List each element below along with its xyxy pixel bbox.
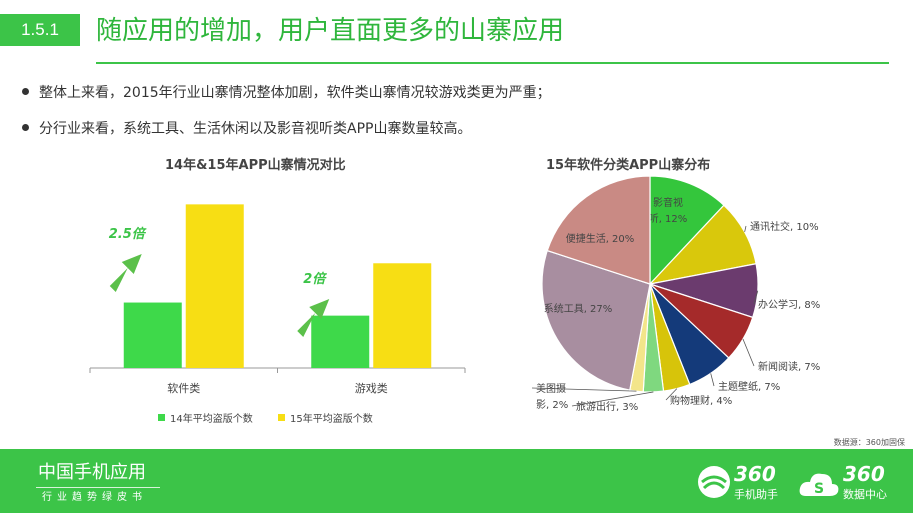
svg-text:S: S bbox=[814, 481, 824, 497]
pie-slice-label: 购物理财, 4% bbox=[670, 394, 732, 407]
bar-chart-title: 14年&15年APP山寨情况对比 bbox=[165, 158, 346, 173]
legend-swatch bbox=[278, 414, 285, 421]
legend-label: 15年平均盗版个数 bbox=[290, 412, 373, 425]
helper-logo-text: 手机助手 bbox=[734, 488, 778, 501]
pie-slice-label: 通讯社交, 10% bbox=[750, 220, 819, 233]
pie-leader-line bbox=[753, 290, 759, 305]
growth-annotation: 2倍 bbox=[303, 271, 327, 287]
page-title: 随应用的增加，用户直面更多的山寨应用 bbox=[96, 16, 565, 46]
helper-logo-number: 360 bbox=[734, 462, 776, 486]
section-number-badge: 1.5.1 bbox=[0, 14, 80, 46]
pie-slice bbox=[546, 175, 651, 285]
datacenter-logo-text: 数据中心 bbox=[843, 488, 887, 501]
pie-slice-label: 影音视听, 12% bbox=[649, 196, 688, 225]
bullet-item-1: 整体上来看，2015年行业山寨情况整体加剧，软件类山寨情况较游戏类更为严重； bbox=[22, 82, 551, 102]
bullet-dot-icon bbox=[22, 87, 29, 95]
legend-swatch bbox=[158, 414, 165, 421]
data-source-note: 数据源：360加固保 bbox=[833, 438, 905, 447]
pie-chart-title: 15年软件分类APP山寨分布 bbox=[546, 158, 711, 173]
datacenter-logo-icon: S bbox=[799, 473, 839, 497]
arrow-shape bbox=[297, 299, 330, 337]
pie-leader-line bbox=[744, 225, 747, 233]
helper-logo-icon bbox=[698, 466, 730, 498]
bullet-item-2: 分行业来看，系统工具、生活休闲以及影音视听类APP山寨数量较高。 bbox=[22, 118, 471, 138]
pie-slice-label: 旅游出行, 3% bbox=[576, 400, 638, 413]
x-tick-label: 游戏类 bbox=[355, 381, 388, 395]
footer-subtitle: 行业趋势绿皮书 bbox=[42, 492, 147, 503]
pie-leader-line bbox=[742, 338, 755, 367]
bar-2015 bbox=[373, 263, 432, 368]
x-tick-label: 软件类 bbox=[167, 381, 200, 395]
bullet-dot-icon bbox=[22, 123, 29, 131]
pie-slice-label: 美图摄影, 2% bbox=[536, 382, 568, 411]
pie-slice bbox=[541, 249, 651, 391]
pie-slice-label: 便捷生活, 20% bbox=[566, 232, 635, 245]
bar-2014 bbox=[311, 315, 370, 368]
pie-leader-line bbox=[571, 391, 654, 407]
pie-leader-line bbox=[665, 388, 678, 401]
growth-annotation: 2.5倍 bbox=[109, 226, 147, 242]
arrow-shape bbox=[109, 254, 142, 292]
pie-leader-line bbox=[531, 387, 637, 392]
title-divider bbox=[96, 62, 889, 64]
datacenter-logo-number: 360 bbox=[843, 462, 885, 486]
growth-arrow-icon bbox=[109, 254, 142, 292]
pie-slice bbox=[649, 175, 725, 286]
pie-slice-label: 主题壁纸, 7% bbox=[718, 380, 780, 393]
bullet-text: 分行业来看，系统工具、生活休闲以及影音视听类APP山寨数量较高。 bbox=[39, 121, 472, 137]
bar-2015 bbox=[185, 204, 244, 368]
pie-slice-label: 办公学习, 8% bbox=[758, 298, 820, 311]
pie-slice-label: 系统工具, 27% bbox=[544, 302, 613, 315]
bullet-text: 整体上来看，2015年行业山寨情况整体加剧，软件类山寨情况较游戏类更为严重； bbox=[39, 85, 551, 101]
pie-leader-line bbox=[710, 373, 715, 387]
footer-title: 中国手机应用 bbox=[38, 462, 146, 483]
legend-label: 14年平均盗版个数 bbox=[170, 412, 253, 425]
footer-divider bbox=[36, 487, 160, 488]
growth-arrow-icon bbox=[297, 299, 330, 337]
bar-2014 bbox=[123, 302, 182, 368]
footer-bar bbox=[0, 449, 913, 513]
pie-slice-label: 新闻阅读, 7% bbox=[758, 360, 820, 373]
pie-chart: 影音视听, 12% 通讯社交, 10% 办公学习, 8% 新闻阅读, 7% 主题壁纸, … bbox=[531, 175, 820, 413]
